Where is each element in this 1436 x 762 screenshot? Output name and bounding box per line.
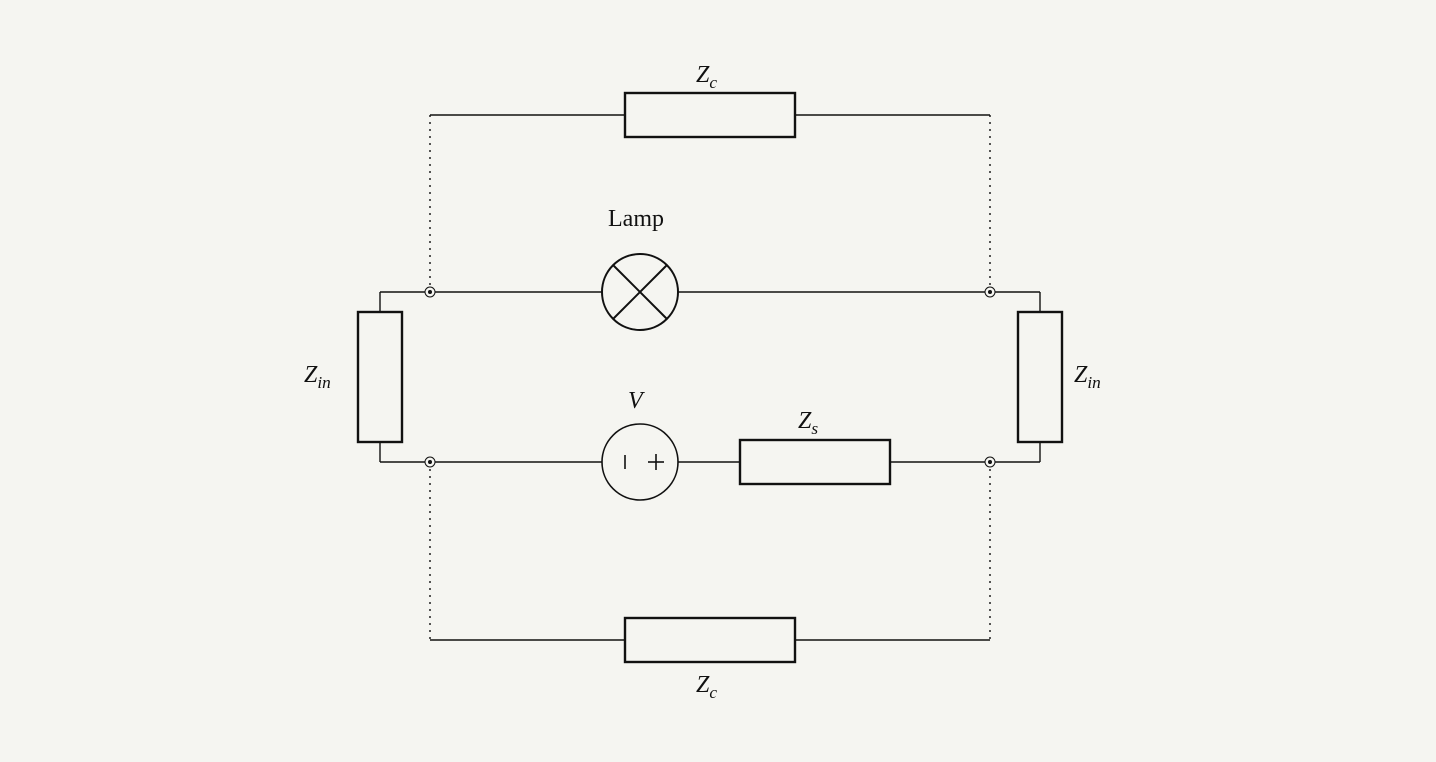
label-zc-top: Zc (696, 62, 717, 93)
node (988, 290, 992, 294)
resistor-zs (740, 440, 890, 484)
label-zs: Zs (798, 408, 818, 439)
resistor-zin-left (358, 312, 402, 442)
circuit-svg (0, 0, 1436, 762)
label-zin-left: Zin (304, 362, 331, 393)
label-lamp: Lamp (608, 206, 664, 233)
label-v: V (628, 388, 643, 415)
resistor-zc-bottom (625, 618, 795, 662)
label-zin-right: Zin (1074, 362, 1101, 393)
node (428, 290, 432, 294)
voltage-source (602, 424, 678, 500)
resistor-zc-top (625, 93, 795, 137)
resistor-zin-right (1018, 312, 1062, 442)
circuit-diagram: Zc Lamp Zin Zin V Zs Zc (0, 0, 1436, 762)
label-zc-bottom: Zc (696, 672, 717, 703)
